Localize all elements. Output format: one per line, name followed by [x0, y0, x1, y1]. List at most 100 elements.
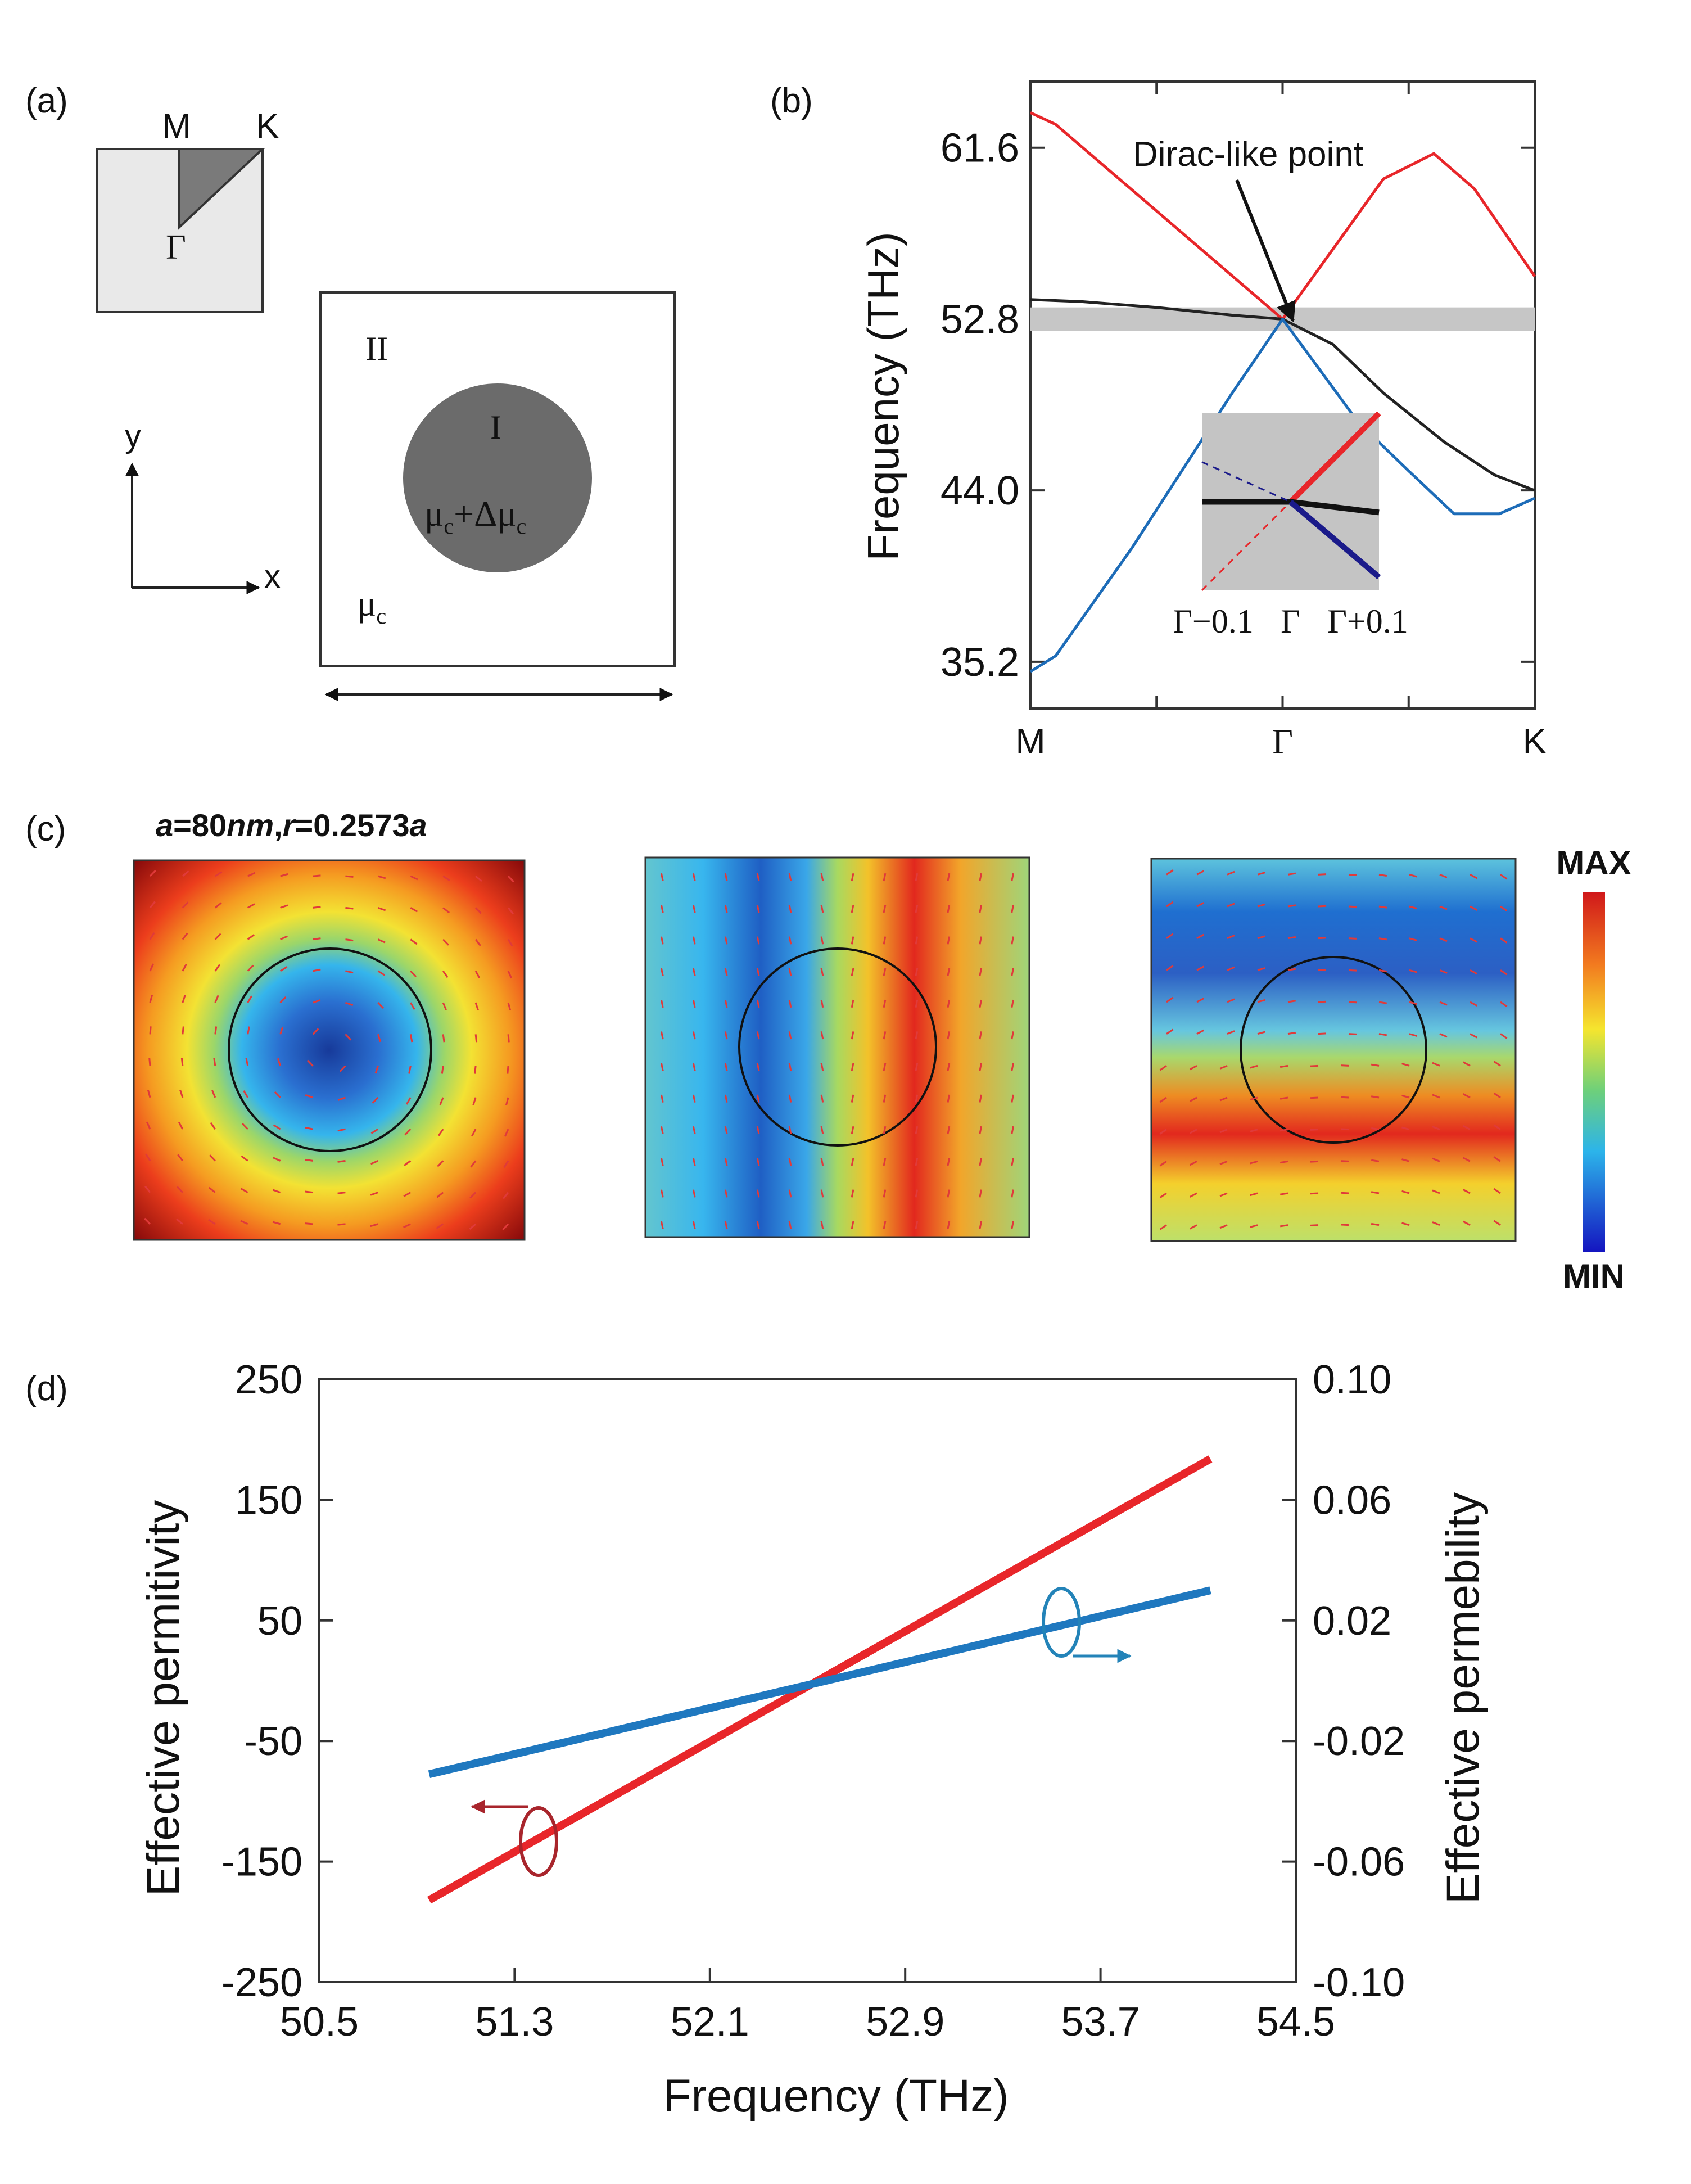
- field-vector: [1279, 1064, 1288, 1068]
- mode-1-vector-field: [144, 870, 514, 1230]
- field-vector: [1287, 968, 1296, 971]
- field-vector: [149, 870, 156, 877]
- field-vector: [211, 1090, 216, 1098]
- field-vector: [851, 1189, 854, 1198]
- field-vector: [177, 1186, 183, 1193]
- field-vector: [883, 1126, 887, 1135]
- unit-cell: II I μc+Δμc μc: [319, 291, 676, 701]
- field-vector: [1011, 1189, 1015, 1198]
- field-vector: [1227, 1030, 1235, 1035]
- field-vector: [1439, 1001, 1448, 1006]
- field-vector: [182, 963, 187, 972]
- field-vector: [374, 1066, 379, 1074]
- field-vector: [1166, 996, 1174, 1003]
- field-vector: [1470, 969, 1478, 975]
- panel-b: (b) 35.2 44.0 52.8 61.6 M Γ K Frequency (THz)…: [770, 80, 1547, 761]
- field-vector: [208, 1219, 216, 1225]
- field-vector: [1227, 998, 1235, 1003]
- field-vector: [756, 1189, 760, 1198]
- band-line-flat-band: [1030, 298, 1535, 492]
- field-vector: [305, 1126, 313, 1130]
- field-vector: [947, 936, 951, 945]
- effective-left-axis-label: Effective permitivity: [138, 1500, 189, 1897]
- field-vector: [1279, 1192, 1288, 1195]
- field-vector: [1409, 1001, 1417, 1005]
- axes-xy: y x: [125, 418, 281, 595]
- inset-line-upper-dashed: [1201, 501, 1291, 592]
- field-vector: [1279, 1224, 1288, 1228]
- field-vector: [1189, 1161, 1197, 1166]
- field-vector: [1011, 936, 1015, 945]
- field-vector: [1371, 1159, 1380, 1162]
- field-vector: [915, 905, 919, 913]
- effective-plot-frame: [318, 1378, 1297, 1983]
- field-vector: [883, 905, 887, 913]
- field-vector: [820, 1189, 824, 1198]
- effective-x-axis-label: Frequency (THz): [663, 2070, 1009, 2122]
- field-vector: [1189, 1129, 1197, 1134]
- field-vector: [144, 1217, 151, 1225]
- field-vector: [820, 968, 824, 976]
- field-vector: [1250, 1224, 1258, 1228]
- field-vector: [1189, 1096, 1197, 1102]
- field-vector: [213, 1058, 216, 1066]
- lattice-parameters: a=80nm,r=0.2573a: [156, 807, 427, 843]
- field-vector: [1219, 1160, 1228, 1165]
- field-vector: [1166, 869, 1174, 876]
- field-vector: [788, 905, 792, 913]
- field-vector: [1432, 1221, 1440, 1226]
- field-vector: [1219, 1224, 1228, 1229]
- field-vector: [788, 1221, 792, 1229]
- field-vector: [247, 872, 256, 877]
- field-vector: [1318, 1000, 1327, 1003]
- field-vector: [507, 1034, 510, 1043]
- field-vector: [504, 1129, 509, 1137]
- field-vector: [182, 995, 186, 1003]
- field-vector: [820, 1031, 824, 1040]
- field-vector: [915, 1031, 919, 1040]
- field-vector: [442, 938, 450, 946]
- inset-x-tick-label: Γ−0.1: [1173, 603, 1254, 640]
- field-vector: [1462, 1061, 1471, 1067]
- field-vector: [149, 901, 156, 909]
- field-vector: [1011, 1063, 1015, 1071]
- field-vector: [1462, 1220, 1471, 1226]
- field-vector: [1470, 1033, 1478, 1039]
- field-vector: [1196, 902, 1205, 908]
- field-vector: [240, 1220, 248, 1225]
- field-vector: [410, 875, 418, 881]
- field-vector: [1189, 1224, 1197, 1230]
- band-inset: Γ−0.1 Γ Γ+0.1: [1173, 411, 1408, 640]
- field-vector: [692, 1158, 696, 1166]
- field-vector: [660, 1221, 664, 1229]
- field-vector: [660, 936, 664, 945]
- field-vector: [1493, 1156, 1501, 1162]
- field-vector: [947, 1063, 951, 1071]
- field-vector: [312, 1028, 319, 1035]
- field-vector: [788, 1063, 792, 1071]
- permebility-tick-label: 0.10: [1313, 1357, 1391, 1402]
- field-vector: [851, 905, 854, 913]
- field-vector: [503, 1160, 509, 1168]
- field-vector: [408, 1066, 412, 1074]
- field-vector: [437, 1129, 444, 1136]
- inset-line-lower-dashed: [1201, 461, 1291, 503]
- field-vector: [1318, 969, 1327, 971]
- field-vector: [660, 1063, 664, 1071]
- field-vector: [1310, 1192, 1319, 1195]
- field-vector: [1409, 1033, 1417, 1037]
- panel-d: (d) 250 150 50 -50 -150 -250 0.10 0.06 0.02 -0.0…: [25, 1357, 1489, 2122]
- band-x-tick-label: K: [1523, 721, 1547, 761]
- permebility-tick-labels: 0.10 0.06 0.02 -0.02 -0.06 -0.10: [1313, 1357, 1405, 2005]
- field-vector: [756, 999, 760, 1008]
- frequency-tick-label: 53.7: [1061, 2000, 1140, 2045]
- field-vector: [820, 936, 824, 945]
- field-vector: [1189, 1065, 1197, 1071]
- field-vector: [470, 1160, 477, 1168]
- field-vector: [947, 1189, 951, 1198]
- permebility-tick-label: 0.02: [1313, 1599, 1391, 1644]
- field-vector: [1378, 1001, 1387, 1004]
- field-vector: [377, 906, 386, 911]
- field-vector: [756, 968, 760, 976]
